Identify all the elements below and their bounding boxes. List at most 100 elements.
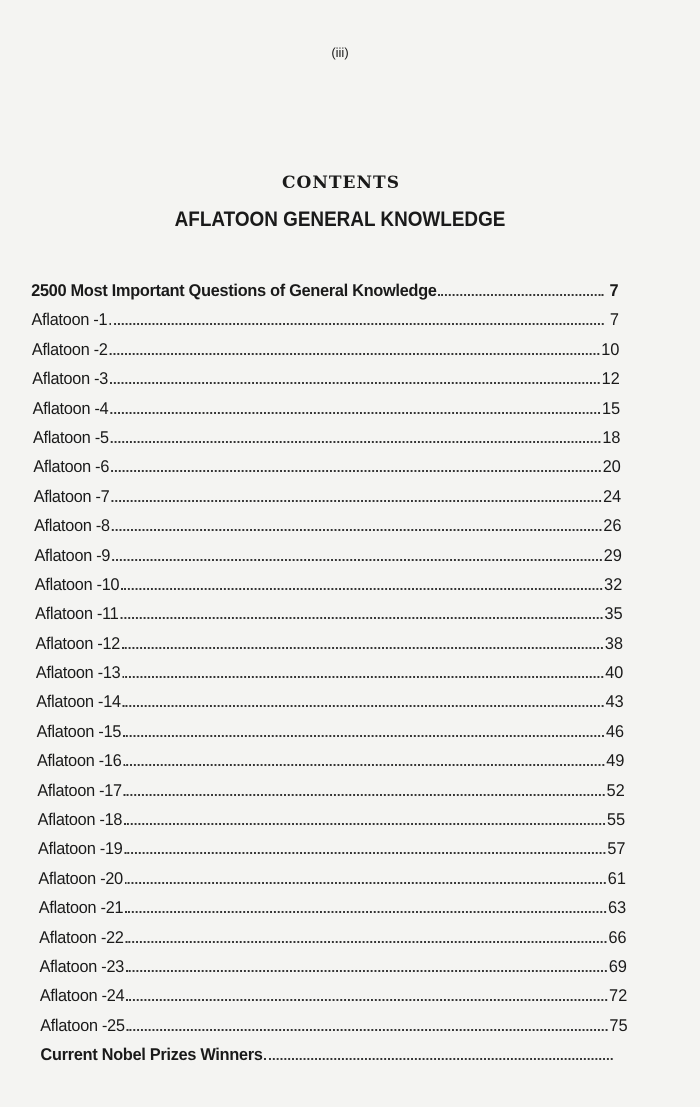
entry-title: Aflatoon -15 xyxy=(36,721,122,741)
dot-leader xyxy=(125,940,607,943)
entry-title: Aflatoon -16 xyxy=(36,751,122,771)
toc-entry: Aflatoon -6 20 xyxy=(33,448,621,477)
toc-entry: Aflatoon -9 29 xyxy=(34,536,622,565)
dot-leader xyxy=(110,411,601,414)
toc-entry: Aflatoon -20 61 xyxy=(38,859,626,888)
entry-page: 15 xyxy=(601,398,621,418)
toc-entry: Aflatoon -5 18 xyxy=(33,419,621,448)
book-subtitle: AFLATOON GENERAL KNOWLEDGE xyxy=(174,208,506,231)
toc-entry: Aflatoon -3 12 xyxy=(32,360,620,389)
entry-page: 18 xyxy=(602,427,621,447)
entry-title: 2500 Most Important Questions of General… xyxy=(31,281,437,300)
entry-title: Aflatoon -10 xyxy=(34,574,120,594)
entry-title: Aflatoon -21 xyxy=(38,898,124,918)
entry-page: 46 xyxy=(605,721,625,741)
toc-entry: Aflatoon -22 66 xyxy=(39,918,627,947)
entry-title: Aflatoon -19 xyxy=(37,839,123,859)
entry-page: 20 xyxy=(602,457,621,477)
entry-page: 69 xyxy=(608,956,628,976)
entry-page: 72 xyxy=(608,986,628,1006)
toc-entry: Current Nobel Prizes Winners xyxy=(40,1036,628,1065)
toc-entry: Aflatoon -4 15 xyxy=(32,389,620,418)
dot-leader xyxy=(125,911,607,914)
toc-entry: Aflatoon -25 75 xyxy=(40,1006,628,1035)
entry-page: 32 xyxy=(603,574,623,594)
entry-page: 24 xyxy=(602,486,622,506)
toc-entry: Aflatoon -19 57 xyxy=(38,830,626,859)
table-of-contents: 2500 Most Important Questions of General… xyxy=(31,279,653,1065)
dot-leader xyxy=(126,999,608,1002)
dot-leader xyxy=(438,294,604,296)
entry-title: Aflatoon -22 xyxy=(38,927,124,947)
entry-page: 29 xyxy=(603,545,623,565)
entry-title: Aflatoon -1 xyxy=(31,310,108,330)
page-number: (iii) xyxy=(331,45,349,60)
dot-leader xyxy=(124,823,606,826)
dot-leader xyxy=(123,793,605,796)
entry-title: Aflatoon -7 xyxy=(33,486,110,506)
entry-page: 49 xyxy=(606,751,625,771)
toc-entry: Aflatoon -24 72 xyxy=(40,977,628,1006)
dot-leader xyxy=(264,1058,613,1061)
toc-entry: Aflatoon -16 49 xyxy=(37,742,625,771)
dot-leader xyxy=(124,852,606,855)
entry-title: Aflatoon -4 xyxy=(32,398,109,418)
toc-entry: Aflatoon -14 43 xyxy=(36,683,624,712)
entry-page: 66 xyxy=(608,927,627,947)
entry-page: 35 xyxy=(604,604,623,624)
dot-leader xyxy=(122,676,604,679)
toc-entry: Aflatoon -13 40 xyxy=(36,654,624,683)
entry-page: 63 xyxy=(607,898,627,918)
toc-entry: 2500 Most Important Questions of General… xyxy=(31,279,619,301)
entry-page: 75 xyxy=(609,1015,628,1035)
entry-title: Aflatoon -25 xyxy=(40,1015,125,1035)
dot-leader xyxy=(120,617,603,620)
dot-leader xyxy=(125,969,607,972)
dot-leader xyxy=(110,440,601,443)
entry-page: 38 xyxy=(604,633,624,653)
toc-entry: Aflatoon -12 38 xyxy=(35,624,623,653)
toc-entry: Aflatoon -21 63 xyxy=(38,889,627,918)
dot-leader xyxy=(123,734,605,737)
toc-entry: Aflatoon -1 7 xyxy=(31,301,619,330)
entry-title: Aflatoon -9 xyxy=(34,545,111,565)
entry-title: Aflatoon -6 xyxy=(33,457,110,477)
entry-page: 57 xyxy=(607,839,626,859)
toc-entry: Aflatoon -17 52 xyxy=(37,771,625,800)
entry-page: 26 xyxy=(603,516,622,536)
toc-entry: Aflatoon -11 35 xyxy=(35,595,623,624)
entry-page: 52 xyxy=(606,780,625,800)
entry-title: Aflatoon -20 xyxy=(38,868,123,888)
toc-entry: Aflatoon -7 24 xyxy=(33,477,622,506)
entry-page: 7 xyxy=(609,281,619,300)
entry-title: Aflatoon -13 xyxy=(35,663,121,683)
dot-leader xyxy=(109,382,600,385)
entry-title: Aflatoon -18 xyxy=(37,810,123,830)
dot-leader xyxy=(122,705,604,708)
entry-page: 61 xyxy=(607,868,626,888)
entry-title: Aflatoon -24 xyxy=(39,986,125,1006)
toc-entry: Aflatoon -15 46 xyxy=(36,712,624,741)
entry-title: Aflatoon -14 xyxy=(36,692,121,712)
dot-leader xyxy=(111,499,602,502)
entry-title: Aflatoon -12 xyxy=(35,633,121,653)
entry-title: Aflatoon -23 xyxy=(39,956,125,976)
toc-entry: Aflatoon -18 55 xyxy=(37,801,625,830)
dot-leader xyxy=(109,323,604,326)
dot-leader xyxy=(112,558,602,561)
entry-page: 12 xyxy=(601,369,620,389)
entry-title: Current Nobel Prizes Winners xyxy=(40,1045,263,1065)
contents-heading: CONTENTS xyxy=(282,173,400,193)
entry-title: Aflatoon -11 xyxy=(34,604,119,624)
dot-leader xyxy=(121,587,603,590)
entry-title: Aflatoon -3 xyxy=(32,369,109,389)
entry-page: 40 xyxy=(605,663,624,683)
entry-title: Aflatoon -8 xyxy=(33,516,110,536)
toc-entry: Aflatoon -23 69 xyxy=(39,948,627,977)
entry-title: Aflatoon -2 xyxy=(31,339,108,359)
dot-leader xyxy=(111,470,601,473)
entry-page: 10 xyxy=(601,339,620,359)
entry-title: Aflatoon -5 xyxy=(32,427,109,447)
dot-leader xyxy=(124,881,606,884)
toc-entry: Aflatoon -2 10 xyxy=(32,330,620,359)
